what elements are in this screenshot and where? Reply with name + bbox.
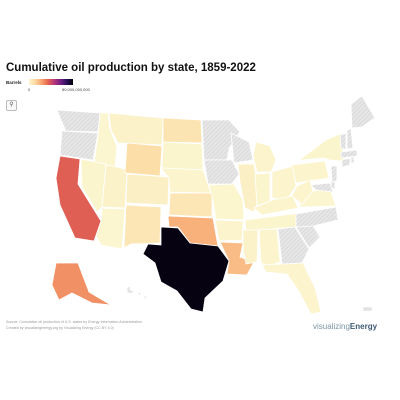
state-maryland[interactable] [310, 182, 334, 193]
state-california[interactable] [55, 155, 102, 242]
hawaii-island-2[interactable] [137, 291, 142, 296]
state-alaska[interactable] [51, 262, 112, 306]
state-utah[interactable] [101, 164, 128, 209]
state-idaho[interactable] [93, 112, 118, 169]
state-wisconsin[interactable] [230, 132, 254, 164]
brand-prefix: visualizing [313, 322, 350, 331]
territory-puerto-rico[interactable] [362, 306, 373, 312]
legend-title: Barrels [6, 80, 22, 85]
state-nevada[interactable] [80, 158, 107, 213]
state-louisiana[interactable] [219, 241, 255, 276]
state-rhode-island[interactable] [350, 156, 355, 164]
state-new-mexico[interactable] [123, 204, 162, 249]
state-montana[interactable] [108, 112, 164, 146]
state-texas[interactable] [142, 226, 230, 313]
brand-logo[interactable]: visualizingEnergy [313, 322, 377, 331]
state-nebraska[interactable] [160, 167, 212, 194]
magnifier-icon: ⚲ [9, 102, 14, 108]
brand-suffix: Energy [349, 322, 378, 331]
state-new-york[interactable] [298, 132, 345, 162]
state-connecticut[interactable] [341, 157, 351, 168]
legend-min-label: 0 [28, 87, 31, 92]
state-massachusetts[interactable] [340, 149, 358, 159]
state-kentucky[interactable] [253, 195, 299, 216]
state-north-dakota[interactable] [162, 117, 203, 144]
zoom-button[interactable]: ⚲ [6, 100, 17, 111]
state-maine[interactable] [350, 95, 376, 129]
hawaii-island-3[interactable] [143, 295, 148, 300]
state-ohio[interactable] [271, 165, 297, 201]
legend-max-label: 80,000,000,000 [62, 87, 90, 92]
legend-color-scale [29, 79, 73, 85]
state-south-dakota[interactable] [161, 141, 204, 171]
state-north-carolina[interactable] [295, 206, 339, 228]
state-wyoming[interactable] [124, 142, 163, 177]
state-arkansas[interactable] [214, 219, 244, 242]
source-line: Source: Cumulative oil production of U.S… [6, 320, 143, 324]
state-hawaii[interactable] [126, 286, 135, 295]
state-new-hampshire[interactable] [346, 128, 354, 150]
state-washington[interactable] [56, 109, 101, 133]
state-arizona[interactable] [95, 207, 126, 250]
state-missouri[interactable] [208, 183, 245, 221]
state-mississippi[interactable] [242, 229, 259, 265]
source-note: Source: Cumulative oil production of U.S… [6, 319, 142, 331]
state-iowa[interactable] [203, 159, 240, 185]
state-vermont[interactable] [339, 132, 347, 150]
state-florida[interactable] [261, 262, 322, 315]
credit-line: Created by visualizingenergy.org by Visu… [6, 326, 114, 330]
state-colorado[interactable] [125, 173, 170, 206]
state-indiana[interactable] [254, 172, 271, 207]
state-new-jersey[interactable] [330, 165, 338, 183]
state-pennsylvania[interactable] [291, 160, 330, 184]
state-kansas[interactable] [168, 192, 213, 218]
state-georgia[interactable] [277, 226, 310, 265]
state-oregon[interactable] [59, 130, 99, 161]
state-illinois[interactable] [237, 163, 261, 213]
state-michigan[interactable] [252, 141, 277, 173]
state-alabama[interactable] [258, 228, 281, 267]
chart-title: Cumulative oil production by state, 1859… [6, 62, 256, 74]
